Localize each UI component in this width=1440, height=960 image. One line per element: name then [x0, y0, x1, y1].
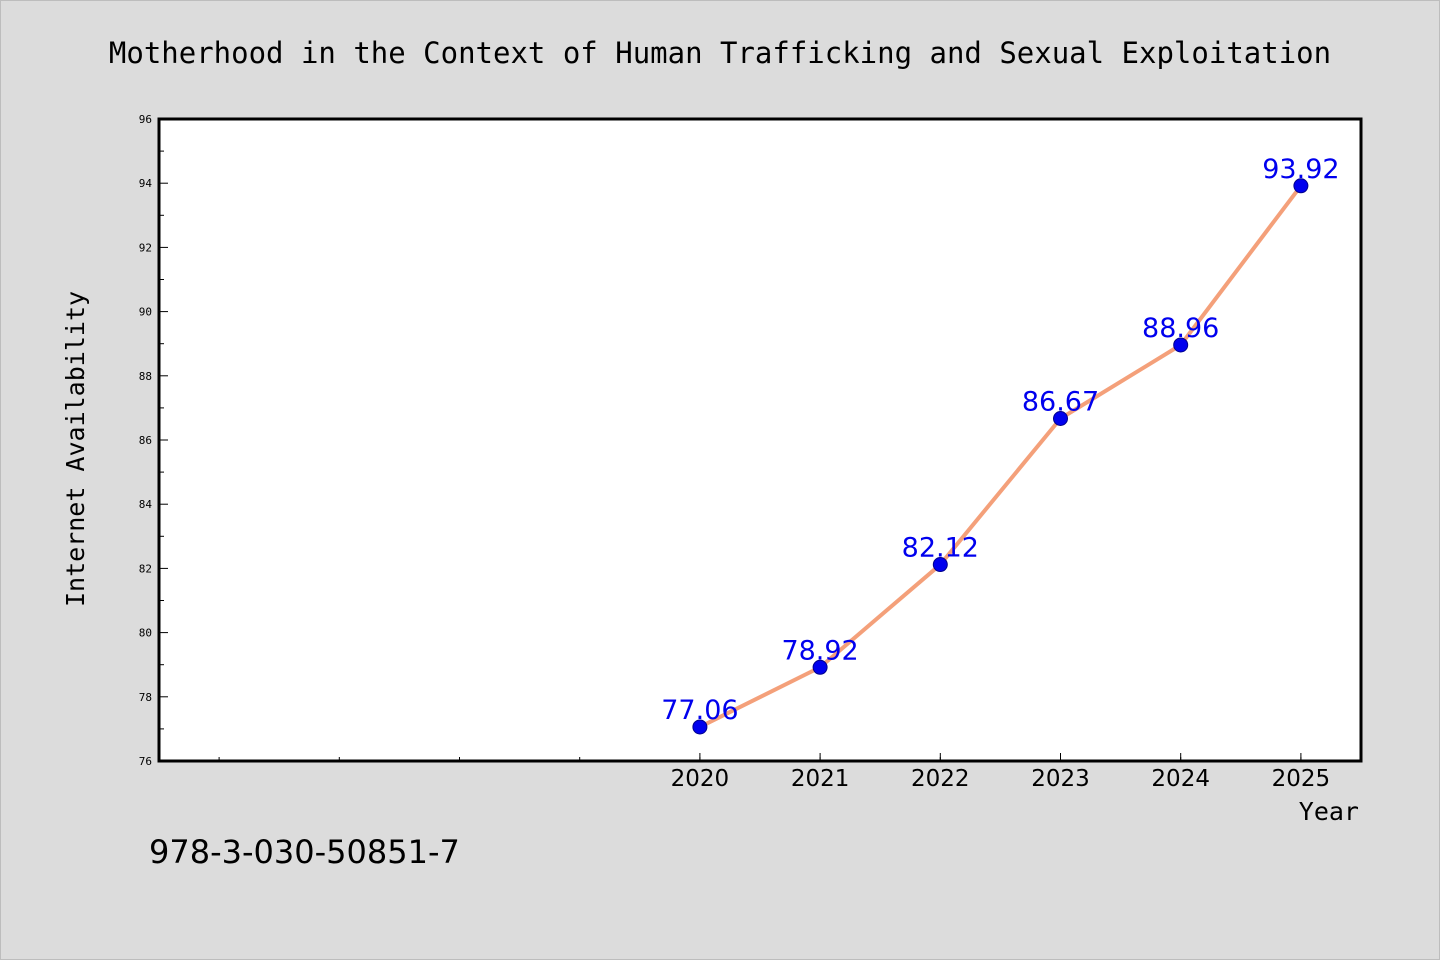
- data-point: [932, 557, 948, 573]
- data-labels: 77.06 78.92 82.12 86.67 88.96 93.92: [661, 154, 1339, 726]
- data-point: [1053, 410, 1068, 426]
- y-axis-label: Internet Availability: [61, 291, 90, 607]
- y-tick-label: 86: [139, 434, 152, 447]
- data-label: 86.67: [1022, 386, 1099, 417]
- x-axis-ticks: 2020 2021 2022 2023 2024 2025: [218, 753, 1331, 792]
- plot-area: [159, 119, 1361, 761]
- y-tick-label: 94: [139, 177, 153, 190]
- data-label: 93.92: [1262, 154, 1339, 185]
- footnote-isbn: 978-3-030-50851-7: [149, 833, 460, 871]
- data-label: 82.12: [902, 533, 979, 564]
- x-tick-label: 2022: [911, 766, 970, 792]
- y-tick-label: 92: [139, 241, 152, 254]
- y-tick-label: 76: [139, 755, 152, 768]
- x-axis-label: Year: [1299, 797, 1359, 826]
- x-tick-label: 2025: [1272, 766, 1331, 792]
- data-point: [692, 719, 708, 735]
- data-point: [1173, 337, 1189, 353]
- plot-frame: [157, 117, 1363, 763]
- y-tick-label: 78: [139, 691, 152, 704]
- y-tick-label: 84: [139, 498, 153, 511]
- series-line: [697, 183, 1303, 729]
- data-label: 77.06: [661, 695, 738, 726]
- x-tick-label: 2024: [1151, 766, 1210, 792]
- x-tick-label: 2021: [791, 766, 850, 792]
- data-point: [1293, 178, 1309, 194]
- x-tick-label: 2023: [1031, 766, 1090, 792]
- y-tick-label: 96: [139, 113, 152, 126]
- data-label: 88.96: [1142, 313, 1219, 344]
- y-tick-label: 90: [139, 306, 152, 319]
- y-tick-label: 88: [139, 370, 152, 383]
- data-label: 78.92: [781, 635, 858, 666]
- y-tick-label: 82: [139, 562, 152, 575]
- chart-title: Motherhood in the Context of Human Traff…: [109, 36, 1331, 70]
- x-tick-label: 2020: [671, 766, 730, 792]
- series-markers: [692, 178, 1309, 735]
- y-tick-label: 80: [139, 627, 152, 640]
- data-point: [812, 659, 828, 675]
